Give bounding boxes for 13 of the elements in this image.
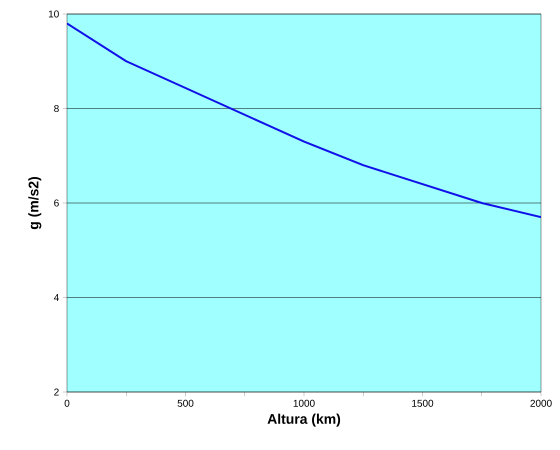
line-series: [67, 22, 542, 218]
y-tick-label: 8: [54, 104, 59, 112]
x-tick-label: 0: [64, 400, 70, 407]
y-tick-label: 6: [54, 199, 59, 207]
y-tick-label: 4: [54, 294, 59, 301]
x-tick-label: 2000: [530, 400, 552, 407]
x-tick-label: 500: [178, 400, 194, 407]
x-axis-title: Altura (km): [268, 414, 340, 427]
x-tick-label: 1000: [294, 400, 315, 407]
x-tick-label: 1500: [412, 400, 434, 407]
y-tick-label: 2: [54, 388, 59, 396]
y-tick-label: 10: [48, 10, 59, 18]
y-axis-title: g (m/s2): [28, 176, 42, 230]
